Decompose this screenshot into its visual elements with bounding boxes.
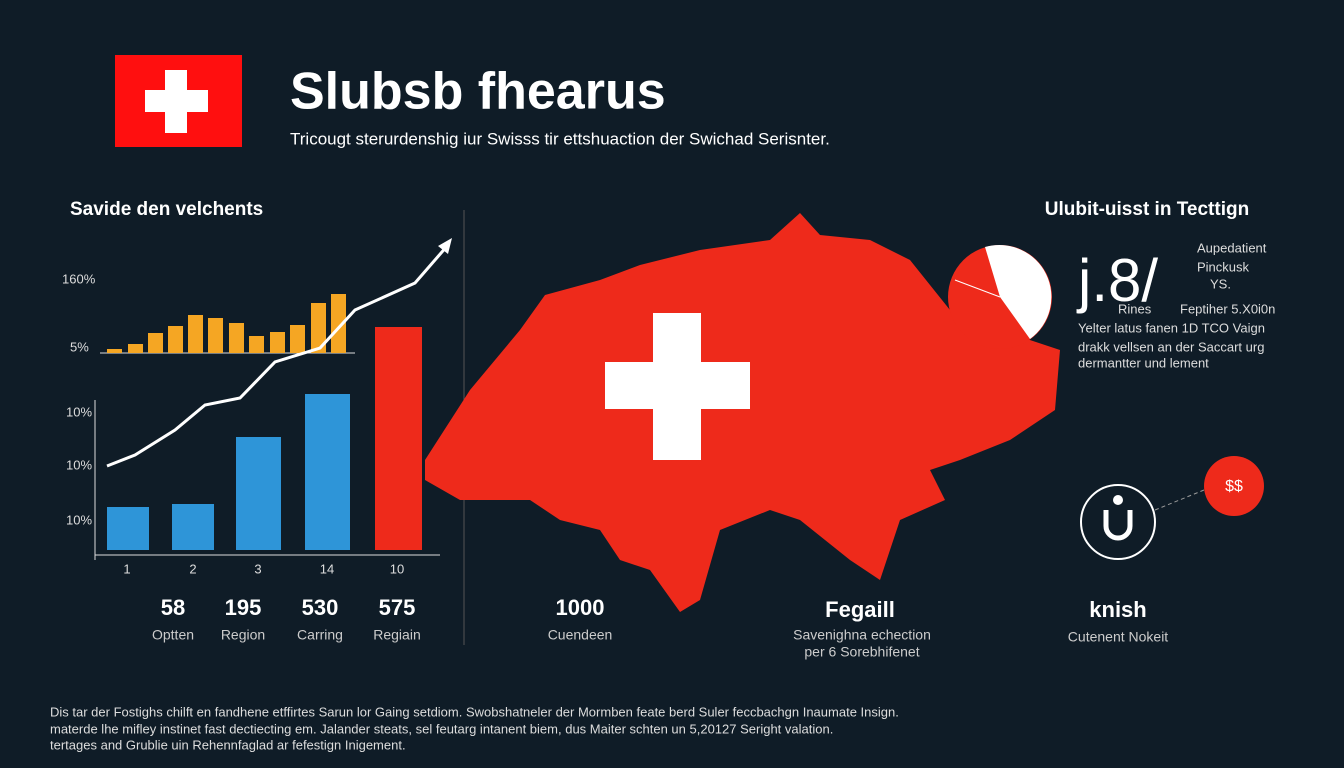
badge-text: $$ — [1225, 478, 1243, 495]
small-bars — [107, 294, 346, 353]
badge — [1204, 456, 1264, 516]
axis-label: 10% — [66, 457, 92, 472]
section-heading: Ulubit-uisst in Tecttign — [1045, 199, 1249, 220]
stat-value: 58 — [161, 595, 185, 620]
icon-ring — [1080, 484, 1156, 560]
stat-value: 1000 — [556, 595, 605, 620]
note: Rines — [1118, 301, 1152, 316]
pie-slice — [985, 244, 1052, 339]
stat-label: Savenighna echection — [793, 627, 931, 643]
footer-line: tertages and Grublie uin Rehennfaglad ar… — [50, 737, 406, 752]
bar-highlight — [375, 327, 422, 550]
stat-value: knish — [1089, 597, 1146, 622]
axis-label: 10% — [66, 512, 92, 527]
big-figure: j.8/ — [1076, 247, 1158, 314]
axis-label: 160% — [62, 271, 96, 286]
section-heading: Savide den velchents — [70, 199, 263, 220]
axis-label: 10% — [66, 404, 92, 419]
x-label: 3 — [254, 561, 261, 576]
stat-label: Cuendeen — [548, 627, 613, 643]
description: drakk vellsen an der Saccart urg — [1078, 339, 1264, 354]
axis-label: 5% — [70, 339, 89, 354]
description: Yelter latus fanen 1D TCO Vaign — [1078, 320, 1265, 335]
connector — [1154, 489, 1205, 511]
stat-value: 195 — [225, 595, 262, 620]
note: Pinckusk — [1197, 259, 1250, 274]
note: Aupedatient — [1197, 240, 1267, 255]
note: Feptiher 5.X0i0n — [1180, 301, 1275, 316]
stat-label: Cutenent Nokeit — [1068, 629, 1169, 645]
flag-cross — [145, 90, 208, 112]
note: YS. — [1210, 276, 1231, 291]
x-label: 1 — [123, 561, 130, 576]
bars — [107, 394, 350, 550]
x-label: 2 — [189, 561, 196, 576]
stat-label: Carring — [297, 627, 343, 643]
icon — [1103, 510, 1133, 541]
stat-value: 575 — [379, 595, 416, 620]
map — [425, 213, 1060, 612]
icon — [1113, 495, 1123, 505]
stat-label: per 6 Sorebhifenet — [804, 644, 919, 660]
x-label: 14 — [320, 561, 334, 576]
arrow-head — [438, 238, 452, 254]
trend-line — [106, 244, 450, 468]
title: Slubsb fhearus — [290, 63, 666, 121]
footer-line: materde lhe mifley instinet fast dectiec… — [50, 721, 833, 736]
pie-line — [954, 279, 1001, 298]
x-label: 10 — [390, 561, 404, 576]
stat-label: Regiain — [373, 627, 420, 643]
stat-value: Fegaill — [825, 597, 895, 622]
stat-label: Optten — [152, 627, 194, 643]
map-cross — [605, 362, 750, 409]
stat-label: Region — [221, 627, 265, 643]
description: dermantter und lement — [1078, 355, 1209, 370]
footer-line: Dis tar der Fostighs chilft en fandhene … — [50, 704, 899, 719]
subtitle: Tricougt sterurdenshig iur Swisss tir et… — [290, 129, 830, 148]
stat-value: 530 — [302, 595, 339, 620]
